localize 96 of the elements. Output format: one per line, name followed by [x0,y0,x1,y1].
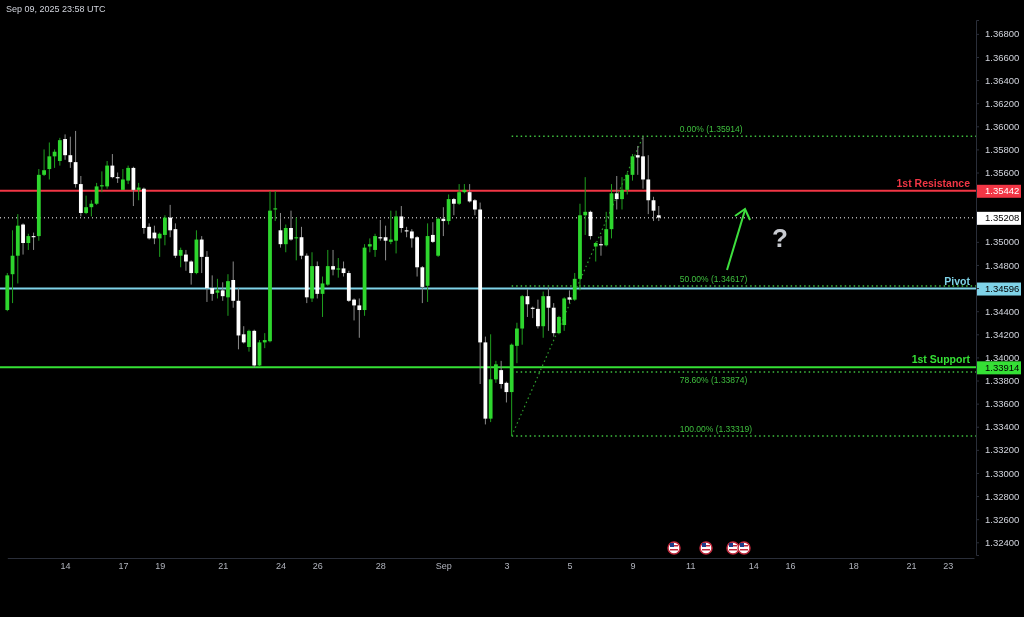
y-tick-label: 1.36600 [985,51,1020,63]
candlestick [625,172,630,195]
candlestick [210,274,215,302]
candlestick [21,222,25,256]
ref-line-label: 1st Support [911,353,971,366]
candlestick [336,257,341,279]
y-tick-label: 1.33800 [985,375,1020,387]
candlestick [184,249,188,272]
x-tick-label: 21 [218,561,229,572]
y-tick-label: 1.34400 [985,305,1020,317]
candlestick [614,175,619,210]
x-tick-label: 14 [748,561,759,572]
candlestick [247,329,251,353]
ref-line-label: 1st Resistance [896,176,971,189]
y-tick-label: 1.35442 [985,185,1020,197]
y-tick-label: 1.32800 [985,490,1020,502]
candlestick [593,241,598,262]
y-tick-label: 1.34200 [985,328,1020,340]
candlestick [84,195,89,215]
x-tick-label: 21 [906,561,917,572]
candlestick [378,219,383,242]
y-tick-label: 1.32600 [985,513,1020,525]
candlestick [357,297,362,339]
candlestick [178,247,183,268]
x-tick-label: 23 [943,561,954,572]
x-tick-label: 28 [375,561,386,572]
x-tick-label: 17 [118,561,129,572]
y-tick-label: 1.34596 [985,283,1020,295]
x-tick-label: 14 [60,561,71,572]
chart-title: Sep 09, 2025 23:58 UTC [6,4,107,14]
candlestick [215,278,220,299]
candlestick [63,133,67,161]
candlestick [583,176,588,236]
ref-line-label: 50.00% (1.34617) [679,274,748,285]
ref-line-label: 78.60% (1.33874) [679,374,748,385]
y-tick-label: 1.36200 [985,97,1020,109]
candlestick [68,136,73,169]
candlestick [231,261,236,309]
candlestick [420,265,425,304]
candlestick [131,166,136,207]
y-tick-label: 1.33600 [985,398,1020,410]
candlestick [536,299,540,330]
y-tick-label: 1.35600 [985,167,1020,179]
candlestick [110,153,115,179]
candlestick [430,221,435,244]
y-tick-label: 1.33000 [985,467,1020,479]
x-tick-label: 16 [785,561,796,572]
candlestick [325,249,330,287]
x-tick-label: 3 [504,561,510,572]
candlestick [446,193,451,226]
x-tick-label: 26 [312,561,323,572]
candlestick [57,137,62,167]
x-tick-label: 24 [275,561,287,572]
candlestick [620,176,624,210]
candlestick [294,217,299,261]
candlestick [199,235,204,274]
y-tick-label: 1.36400 [985,74,1020,86]
candlestick [331,249,335,276]
ref-line-label: Pivot [944,274,971,287]
x-tick-label: 18 [848,561,859,572]
y-tick-label: 1.34800 [985,259,1020,271]
candlestick [94,182,99,206]
candlestick [273,190,278,222]
candlestick [47,141,52,180]
x-tick-label: 9 [630,561,636,572]
candlestick [457,183,462,206]
candlestick [572,272,577,302]
y-tick-label: 1.33400 [985,421,1020,433]
candlestick [189,259,194,286]
y-tick-label: 1.35800 [985,143,1020,155]
candlestick [499,360,504,390]
y-tick-label: 1.35000 [985,236,1020,248]
x-tick-label: 5 [567,561,573,572]
candlestick [383,225,388,261]
x-tick-label: 19 [155,561,166,572]
candlestick [646,154,651,215]
candlestick [604,211,609,247]
ref-line-label: 100.00% (1.33319) [679,424,753,435]
candlestick [599,235,603,257]
x-tick-label: Sep [435,561,452,572]
y-tick-label: 1.33914 [985,361,1020,373]
y-tick-label: 1.36800 [985,28,1020,40]
y-tick-label: 1.33200 [985,444,1020,456]
candlestick [220,281,225,302]
candlestick [226,273,230,317]
candlestick [42,148,46,177]
candlestick [115,172,120,184]
x-tick-label: 11 [686,561,696,572]
candlestick [283,224,288,253]
y-tick-label: 1.34000 [985,351,1020,363]
y-tick-label: 1.32400 [985,536,1020,548]
ref-line-label: 0.00% (1.35914) [679,124,743,135]
candlestick [451,197,456,216]
y-tick-label: 1.35208 [985,212,1020,224]
annotation: ? [772,223,788,253]
y-tick-label: 1.36000 [985,120,1020,132]
